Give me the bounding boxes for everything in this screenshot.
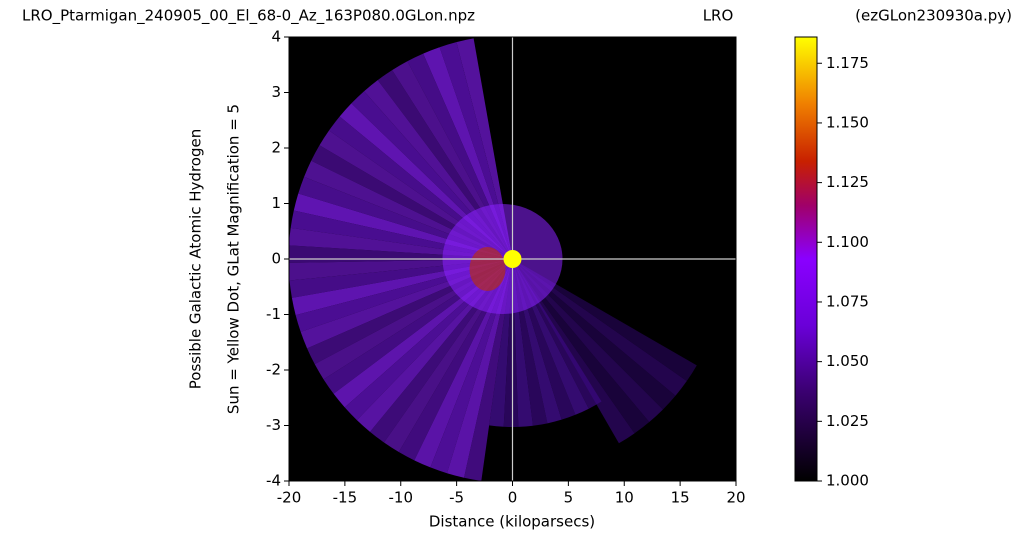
- y-axis-label-2: Possible Galactic Atomic Hydrogen: [187, 129, 205, 389]
- colorbar-tick-label: 1.125: [826, 173, 869, 191]
- colorbar-tick-label: 1.075: [826, 292, 869, 310]
- x-tick-label: 15: [671, 489, 690, 507]
- y-tick-label: 1: [271, 194, 281, 212]
- heatmap-wedge: [512, 259, 687, 396]
- x-tick-label: 0: [508, 489, 518, 507]
- chart-subtitle: LRO: [703, 7, 734, 25]
- y-tick-label: -1: [266, 305, 281, 323]
- heatmap-wedge: [512, 259, 697, 382]
- heatmap-wedge: [512, 259, 663, 423]
- script-name: (ezGLon230930a.py): [855, 7, 1012, 25]
- y-axis-label: Sun = Yellow Dot, GLat Magnification = 5: [225, 104, 243, 414]
- heatmap-wedge: [503, 259, 519, 427]
- colorbar-tick-label: 1.175: [826, 54, 869, 72]
- x-tick-label: -5: [449, 489, 464, 507]
- y-tick-label: 3: [271, 83, 281, 101]
- colorbar: [794, 36, 818, 482]
- x-tick-label: 10: [615, 489, 634, 507]
- x-axis-label: Distance (kiloparsecs): [429, 513, 595, 531]
- x-tick-label: 5: [564, 489, 574, 507]
- chart-title: LRO_Ptarmigan_240905_00_El_68-0_Az_163P0…: [22, 7, 475, 26]
- colorbar-tick-label: 1.025: [826, 412, 869, 430]
- heatmap-wedge: [512, 259, 676, 410]
- y-tick-label: -2: [266, 361, 281, 379]
- y-tick-label: 0: [271, 250, 281, 268]
- y-tick-label: -3: [266, 416, 281, 434]
- x-tick-label: -10: [389, 489, 414, 507]
- heatmap: [289, 38, 697, 481]
- sun-dot: [503, 250, 522, 268]
- x-tick-label: -15: [333, 489, 358, 507]
- heatmap-wedge: [464, 259, 513, 481]
- y-tick-label: -4: [266, 472, 281, 490]
- colorbar-tick-label: 1.000: [826, 472, 869, 490]
- colorbar-tick-label: 1.100: [826, 233, 869, 251]
- x-tick-label: 20: [726, 489, 745, 507]
- colorbar-tick-label: 1.050: [826, 352, 869, 370]
- colorbar-tick-label: 1.150: [826, 113, 869, 131]
- x-tick-label: -20: [277, 489, 302, 507]
- heatmap-wedge: [512, 259, 650, 434]
- heatmap-hot: [469, 247, 506, 291]
- heatmap-wedge: [512, 259, 635, 444]
- y-tick-label: 4: [271, 28, 281, 46]
- y-tick-label: 2: [271, 139, 281, 157]
- heatmap-wedge: [456, 38, 513, 260]
